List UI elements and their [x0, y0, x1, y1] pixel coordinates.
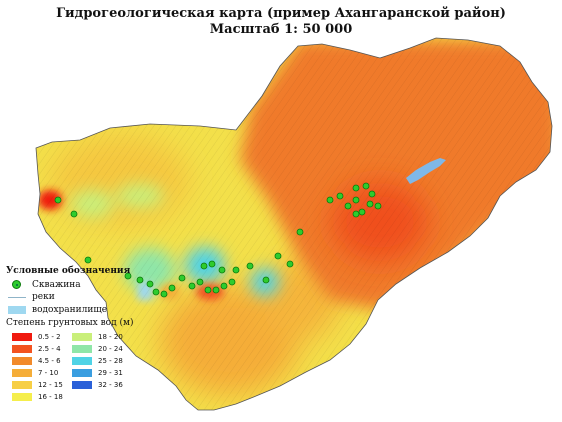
depth-class-label: 18 - 20: [98, 333, 123, 341]
well-marker[interactable]: [344, 202, 352, 210]
depth-class-item: 18 - 20: [72, 332, 123, 342]
well-marker[interactable]: [218, 266, 226, 274]
region-boundary: [35, 37, 553, 411]
depth-class-item: 20 - 24: [72, 344, 123, 354]
well-marker[interactable]: [136, 276, 144, 284]
well-marker[interactable]: [178, 274, 186, 282]
depth-class-item: 25 - 28: [72, 356, 123, 366]
well-marker[interactable]: [296, 228, 304, 236]
well-marker[interactable]: [262, 276, 270, 284]
lake: [406, 158, 446, 184]
depth-class-label: 12 - 15: [38, 381, 63, 389]
well-marker[interactable]: [124, 272, 132, 280]
depth-class-swatch: [72, 357, 92, 365]
well-marker[interactable]: [200, 262, 208, 270]
well-marker[interactable]: [220, 282, 228, 290]
well-marker[interactable]: [160, 290, 168, 298]
legend-reservoir-row: водохранилище: [6, 304, 107, 316]
well-marker[interactable]: [70, 210, 78, 218]
depth-class-swatch: [72, 369, 92, 377]
depth-class-swatch: [12, 333, 32, 341]
legend-heading: Условные обозначения: [6, 266, 131, 276]
depth-class-swatch: [72, 345, 92, 353]
legend-well-row: Скважина: [6, 279, 81, 291]
depth-class-swatch: [12, 369, 32, 377]
depth-class-label: 25 - 28: [98, 357, 123, 365]
depth-class-item: 4.5 - 6: [12, 356, 61, 366]
well-marker[interactable]: [152, 288, 160, 296]
well-marker[interactable]: [84, 256, 92, 264]
depth-class-label: 7 - 10: [38, 369, 59, 377]
well-marker[interactable]: [362, 182, 370, 190]
depth-class-swatch: [72, 333, 92, 341]
well-marker[interactable]: [196, 278, 204, 286]
depth-class-label: 32 - 36: [98, 381, 123, 389]
wells-layer: [54, 182, 382, 298]
well-marker[interactable]: [212, 286, 220, 294]
map-title: Гидрогеологическая карта (пример Ахангар…: [0, 6, 562, 38]
river-icon: [6, 292, 28, 302]
well-marker[interactable]: [204, 286, 212, 294]
well-marker[interactable]: [368, 190, 376, 198]
depth-class-label: 20 - 24: [98, 345, 123, 353]
depth-class-label: 4.5 - 6: [38, 357, 61, 365]
well-marker[interactable]: [352, 184, 360, 192]
depth-class-swatch: [72, 381, 92, 389]
well-marker[interactable]: [246, 262, 254, 270]
legend-river-label: реки: [32, 292, 55, 302]
title-line-2: Масштаб 1: 50 000: [209, 22, 353, 37]
well-marker[interactable]: [336, 192, 344, 200]
legend-reservoir-label: водохранилище: [32, 305, 108, 315]
depth-class-item: 0.5 - 2: [12, 332, 61, 342]
depth-class-label: 29 - 31: [98, 369, 123, 377]
well-marker[interactable]: [352, 196, 360, 204]
well-marker[interactable]: [326, 196, 334, 204]
depth-class-item: 32 - 36: [72, 380, 123, 390]
depth-class-label: 2.5 - 4: [38, 345, 61, 353]
depth-class-item: 16 - 18: [12, 392, 63, 402]
well-icon: [6, 280, 28, 290]
depth-class-swatch: [12, 357, 32, 365]
well-marker[interactable]: [54, 196, 62, 204]
title-line-1: Гидрогеологическая карта (пример Ахангар…: [56, 6, 506, 21]
legend-river-row: реки: [6, 291, 55, 303]
well-marker[interactable]: [168, 284, 176, 292]
depth-class-item: 29 - 31: [72, 368, 123, 378]
legend: Условные обозначения Скважина реки водох…: [6, 266, 346, 416]
well-marker[interactable]: [232, 266, 240, 274]
depth-class-item: 7 - 10: [12, 368, 58, 378]
well-marker[interactable]: [228, 278, 236, 286]
well-marker[interactable]: [374, 202, 382, 210]
depth-class-swatch: [12, 345, 32, 353]
depth-class-swatch: [12, 393, 32, 401]
depth-class-item: 2.5 - 4: [12, 344, 61, 354]
well-marker[interactable]: [366, 200, 374, 208]
well-marker[interactable]: [188, 282, 196, 290]
legend-well-label: Скважина: [32, 280, 81, 290]
well-marker[interactable]: [274, 252, 282, 260]
depth-class-swatch: [12, 381, 32, 389]
well-marker[interactable]: [358, 208, 366, 216]
depth-class-item: 12 - 15: [12, 380, 63, 390]
well-marker[interactable]: [208, 260, 216, 268]
well-marker[interactable]: [146, 280, 154, 288]
depth-class-label: 16 - 18: [38, 393, 63, 401]
reservoir-icon: [6, 305, 28, 315]
well-marker[interactable]: [352, 210, 360, 218]
well-marker[interactable]: [286, 260, 294, 268]
legend-depth-heading: Степень грунтовых вод (м): [6, 318, 134, 328]
depth-class-label: 0.5 - 2: [38, 333, 61, 341]
